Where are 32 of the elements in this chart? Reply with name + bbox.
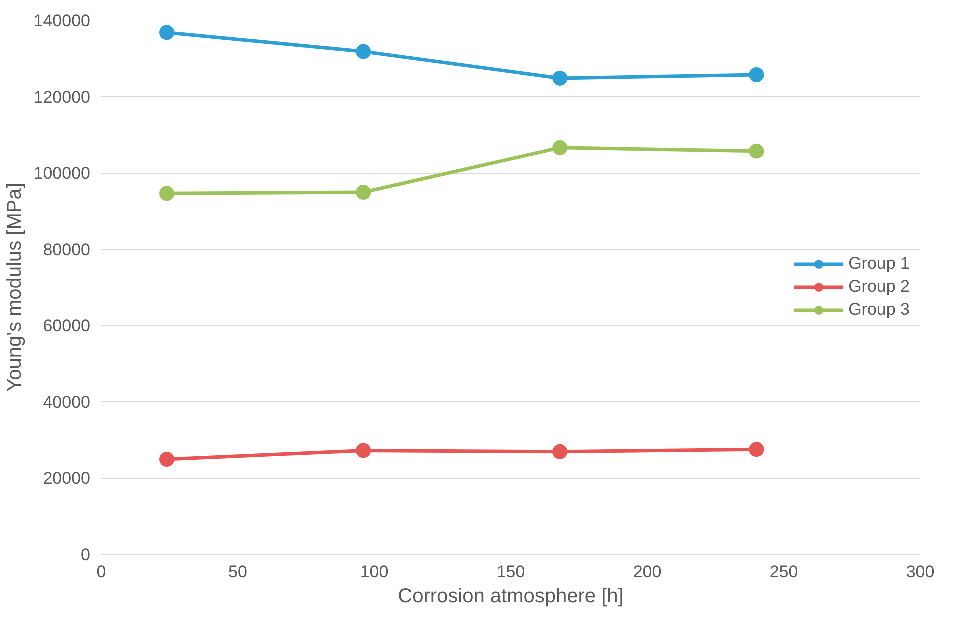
point	[552, 140, 568, 156]
x-axis-title: Corrosion atmosphere [h]	[398, 586, 624, 608]
legend-label: Group 1	[848, 254, 910, 274]
legend-label: Group 2	[848, 277, 910, 297]
x-tick-label: 200	[633, 562, 662, 582]
y-tick-label: 40000	[43, 392, 91, 412]
point	[749, 144, 764, 159]
point	[160, 452, 175, 468]
x-tick-label: 0	[96, 562, 106, 582]
y-tick-label: 60000	[43, 316, 91, 336]
point	[749, 68, 764, 83]
x-tick-label: 300	[906, 562, 935, 582]
point	[552, 444, 568, 460]
x-tick-label: 150	[496, 562, 526, 582]
y-tick-label: 80000	[43, 240, 91, 260]
y-tick-label: 0	[81, 546, 91, 564]
y-tick-label: 20000	[43, 469, 91, 488]
point	[356, 185, 372, 200]
point	[356, 443, 372, 458]
x-tick-label: 100	[360, 562, 389, 582]
x-tick-label: 250	[770, 562, 798, 582]
y-tick-label: 140000	[34, 12, 91, 30]
point	[749, 442, 764, 458]
y-tick-label: 100000	[34, 164, 91, 184]
y-tick-label: 120000	[34, 88, 91, 107]
point	[552, 70, 568, 86]
point	[356, 44, 372, 60]
x-tick-label: 50	[228, 562, 248, 582]
legend-label: Group 3	[848, 300, 910, 320]
point	[160, 186, 175, 202]
point	[160, 25, 175, 40]
y-axis-title: Young's modulus [MPa]	[4, 183, 26, 392]
